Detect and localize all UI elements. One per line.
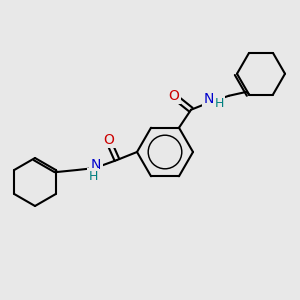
Text: N: N: [204, 92, 214, 106]
Text: H: H: [214, 97, 224, 110]
Text: N: N: [91, 158, 101, 172]
Text: O: O: [103, 133, 114, 147]
Text: H: H: [88, 169, 98, 182]
Text: O: O: [169, 89, 179, 103]
